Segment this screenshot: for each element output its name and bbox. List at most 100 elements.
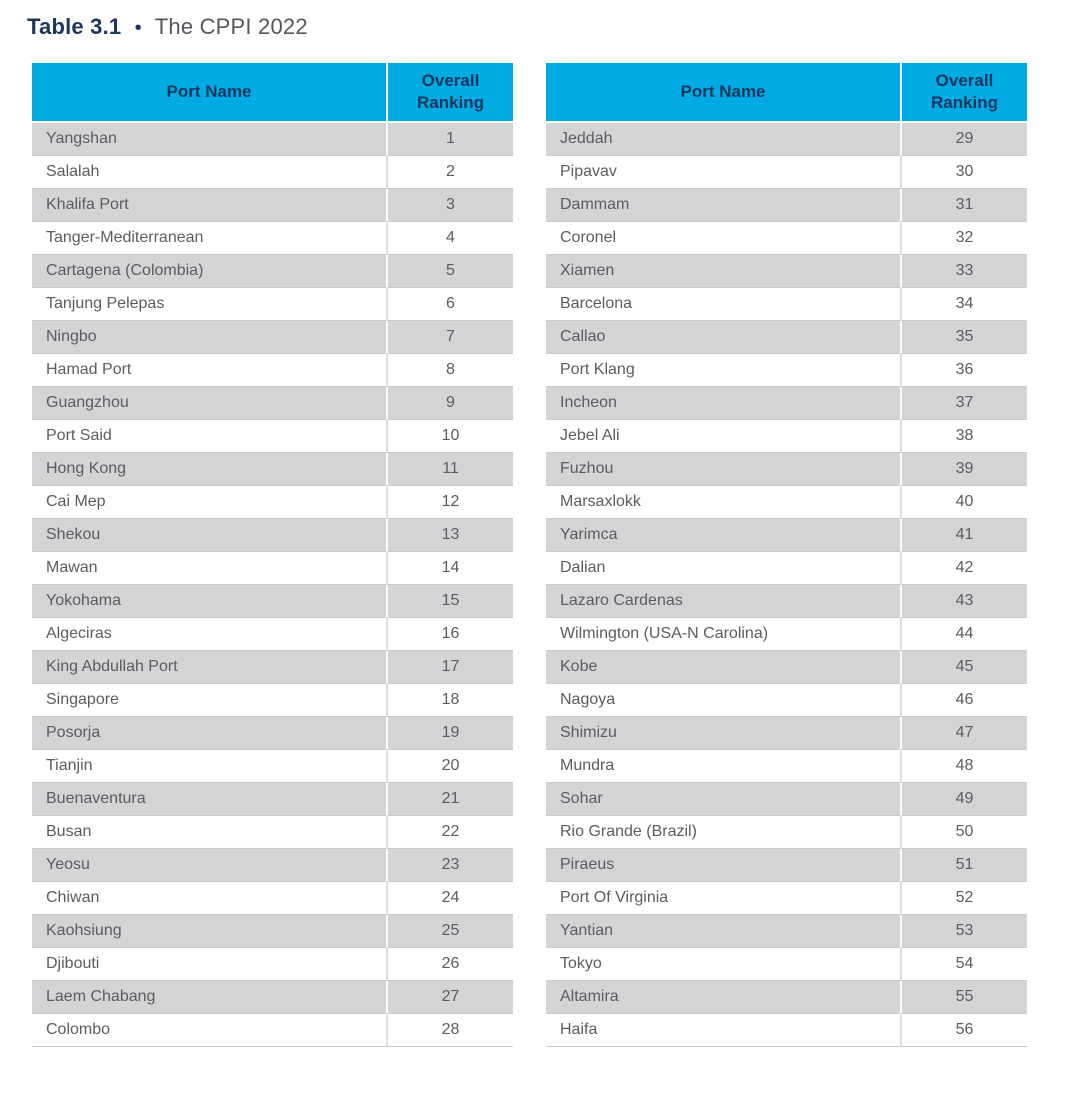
overall-ranking-cell: 10 bbox=[386, 419, 513, 453]
overall-ranking-cell: 54 bbox=[900, 947, 1027, 981]
overall-ranking-cell: 38 bbox=[900, 419, 1027, 453]
cppi-table-ranks-29-56: Port Name Overall Ranking Jeddah 29 Pipava… bbox=[546, 62, 1027, 1047]
port-name-cell: King Abdullah Port bbox=[32, 650, 386, 684]
port-name-cell: Yokohama bbox=[32, 584, 386, 618]
port-name-cell: Wilmington (USA-N Carolina) bbox=[546, 617, 900, 651]
port-name-cell: Callao bbox=[546, 320, 900, 354]
overall-ranking-cell: 15 bbox=[386, 584, 513, 618]
table-row: Yantian 53 bbox=[546, 914, 1027, 948]
port-name-cell: Cai Mep bbox=[32, 485, 386, 519]
table-row: Pipavav 30 bbox=[546, 155, 1027, 189]
overall-ranking-cell: 24 bbox=[386, 881, 513, 915]
table-row: Coronel 32 bbox=[546, 221, 1027, 255]
table-row: Busan 22 bbox=[32, 815, 513, 849]
overall-ranking-cell: 16 bbox=[386, 617, 513, 651]
overall-ranking-cell: 9 bbox=[386, 386, 513, 420]
overall-ranking-cell: 37 bbox=[900, 386, 1027, 420]
overall-ranking-cell: 49 bbox=[900, 782, 1027, 816]
table-row: Sohar 49 bbox=[546, 782, 1027, 816]
port-name-cell: Nagoya bbox=[546, 683, 900, 717]
table-row: Piraeus 51 bbox=[546, 848, 1027, 882]
overall-ranking-cell: 11 bbox=[386, 452, 513, 486]
table-row: Barcelona 34 bbox=[546, 287, 1027, 321]
table-row: Posorja 19 bbox=[32, 716, 513, 750]
overall-ranking-cell: 53 bbox=[900, 914, 1027, 948]
overall-ranking-cell: 22 bbox=[386, 815, 513, 849]
port-name-cell: Khalifa Port bbox=[32, 188, 386, 222]
table-row: Ningbo 7 bbox=[32, 320, 513, 354]
table-row: Jeddah 29 bbox=[546, 122, 1027, 156]
overall-ranking-cell: 35 bbox=[900, 320, 1027, 354]
table-row: Mawan 14 bbox=[32, 551, 513, 585]
overall-ranking-cell: 51 bbox=[900, 848, 1027, 882]
table-header: Port Name Overall Ranking bbox=[32, 62, 513, 123]
port-name-cell: Posorja bbox=[32, 716, 386, 750]
port-name-cell: Incheon bbox=[546, 386, 900, 420]
port-name-cell: Busan bbox=[32, 815, 386, 849]
overall-ranking-cell: 48 bbox=[900, 749, 1027, 783]
overall-ranking-cell: 18 bbox=[386, 683, 513, 717]
table-row: Shimizu 47 bbox=[546, 716, 1027, 750]
port-name-cell: Kaohsiung bbox=[32, 914, 386, 948]
overall-ranking-cell: 28 bbox=[386, 1013, 513, 1047]
port-name-cell: Jeddah bbox=[546, 122, 900, 156]
table-row: Singapore 18 bbox=[32, 683, 513, 717]
port-name-cell: Xiamen bbox=[546, 254, 900, 288]
tables-container: Port Name Overall Ranking Yangshan 1 Salal… bbox=[32, 62, 1052, 1047]
overall-ranking-cell: 6 bbox=[386, 287, 513, 321]
port-name-cell: Sohar bbox=[546, 782, 900, 816]
overall-ranking-cell: 4 bbox=[386, 221, 513, 255]
port-name-cell: Colombo bbox=[32, 1013, 386, 1047]
port-name-cell: Tianjin bbox=[32, 749, 386, 783]
overall-ranking-cell: 3 bbox=[386, 188, 513, 222]
table-row: Marsaxlokk 40 bbox=[546, 485, 1027, 519]
title-bullet: • bbox=[134, 17, 142, 39]
port-name-cell: Marsaxlokk bbox=[546, 485, 900, 519]
table-row: Xiamen 33 bbox=[546, 254, 1027, 288]
overall-ranking-cell: 39 bbox=[900, 452, 1027, 486]
table-row: Yeosu 23 bbox=[32, 848, 513, 882]
table-row: Chiwan 24 bbox=[32, 881, 513, 915]
overall-ranking-cell: 7 bbox=[386, 320, 513, 354]
table-row: Port Klang 36 bbox=[546, 353, 1027, 387]
table-row: Yokohama 15 bbox=[32, 584, 513, 618]
table-row: Tokyo 54 bbox=[546, 947, 1027, 981]
port-name-cell: Cartagena (Colombia) bbox=[32, 254, 386, 288]
overall-ranking-cell: 44 bbox=[900, 617, 1027, 651]
port-name-cell: Dalian bbox=[546, 551, 900, 585]
port-name-cell: Mundra bbox=[546, 749, 900, 783]
port-name-cell: Chiwan bbox=[32, 881, 386, 915]
column-header-overall-ranking: Overall Ranking bbox=[900, 62, 1027, 123]
overall-ranking-cell: 50 bbox=[900, 815, 1027, 849]
port-name-cell: Lazaro Cardenas bbox=[546, 584, 900, 618]
report-page: Table 3.1 • The CPPI 2022 Port Name Over… bbox=[27, 14, 1052, 1047]
table-row: Jebel Ali 38 bbox=[546, 419, 1027, 453]
overall-ranking-cell: 34 bbox=[900, 287, 1027, 321]
overall-ranking-cell: 55 bbox=[900, 980, 1027, 1014]
port-name-cell: Hamad Port bbox=[32, 353, 386, 387]
port-name-cell: Laem Chabang bbox=[32, 980, 386, 1014]
port-name-cell: Dammam bbox=[546, 188, 900, 222]
port-name-cell: Hong Kong bbox=[32, 452, 386, 486]
table-row: Hamad Port 8 bbox=[32, 353, 513, 387]
table-row: King Abdullah Port 17 bbox=[32, 650, 513, 684]
table-row: Incheon 37 bbox=[546, 386, 1027, 420]
table-row: Callao 35 bbox=[546, 320, 1027, 354]
table-row: Yangshan 1 bbox=[32, 122, 513, 156]
table-row: Lazaro Cardenas 43 bbox=[546, 584, 1027, 618]
port-name-cell: Port Klang bbox=[546, 353, 900, 387]
port-name-cell: Algeciras bbox=[32, 617, 386, 651]
table-row: Cartagena (Colombia) 5 bbox=[32, 254, 513, 288]
overall-ranking-cell: 32 bbox=[900, 221, 1027, 255]
port-name-cell: Buenaventura bbox=[32, 782, 386, 816]
table-row: Khalifa Port 3 bbox=[32, 188, 513, 222]
column-header-port-name: Port Name bbox=[32, 62, 386, 123]
port-name-cell: Haifa bbox=[546, 1013, 900, 1047]
overall-ranking-cell: 2 bbox=[386, 155, 513, 189]
port-name-cell: Yeosu bbox=[32, 848, 386, 882]
port-name-cell: Tanjung Pelepas bbox=[32, 287, 386, 321]
cppi-table-ranks-1-28: Port Name Overall Ranking Yangshan 1 Salal… bbox=[32, 62, 513, 1047]
table-row: Salalah 2 bbox=[32, 155, 513, 189]
port-name-cell: Mawan bbox=[32, 551, 386, 585]
table-row: Algeciras 16 bbox=[32, 617, 513, 651]
